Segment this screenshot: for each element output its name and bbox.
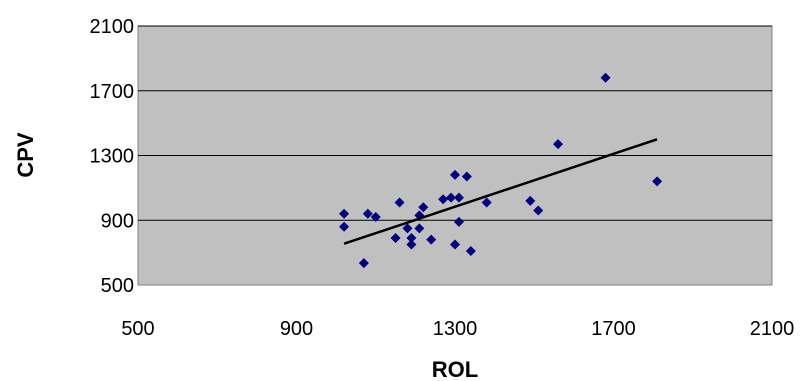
y-tick-label: 1300 (90, 146, 135, 168)
data-point (453, 192, 464, 203)
x-axis-title: ROL (432, 357, 478, 381)
data-point (453, 216, 464, 227)
trendline (343, 138, 658, 245)
data-point (339, 208, 350, 219)
data-point (525, 195, 536, 206)
data-point (481, 197, 492, 208)
data-point (406, 239, 417, 250)
tick-labels: 500 900 1300 1700 2100 500 900 1300 1700 2100 (90, 16, 795, 340)
y-axis-title: CPV (13, 132, 38, 178)
data-point (450, 239, 460, 250)
x-tick-label: 2100 (750, 318, 795, 340)
data-point (339, 221, 350, 232)
data-point (418, 202, 429, 213)
gridlines (138, 25, 772, 221)
x-tick-label: 1700 (591, 318, 636, 340)
data-point (446, 192, 457, 203)
data-point (465, 246, 476, 257)
data-point (394, 197, 405, 208)
data-point (533, 205, 544, 216)
data-point (414, 223, 425, 234)
trendline-group (343, 138, 658, 245)
data-point (362, 208, 373, 219)
x-tick-label: 900 (280, 318, 313, 340)
data-point (450, 169, 460, 180)
x-tick-label: 1300 (433, 318, 478, 340)
y-tick-label: 1700 (90, 81, 135, 103)
y-tick-label: 2100 (90, 16, 135, 38)
data-point (402, 223, 413, 234)
data-point (370, 212, 381, 223)
data-point (426, 234, 437, 245)
data-point (438, 194, 449, 205)
data-point (461, 171, 472, 182)
x-tick-label: 500 (121, 318, 154, 340)
data-point (390, 233, 401, 244)
data-point (652, 176, 663, 187)
data-point (600, 72, 611, 83)
y-tick-label: 900 (101, 210, 134, 232)
data-point (406, 233, 417, 244)
data-point (553, 139, 564, 150)
y-tick-label: 500 (101, 275, 134, 297)
data-point (358, 258, 369, 269)
